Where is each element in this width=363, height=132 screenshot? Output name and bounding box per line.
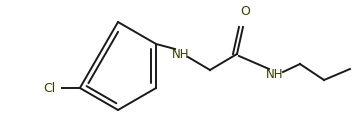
Text: NH: NH xyxy=(172,48,190,60)
Text: Cl: Cl xyxy=(44,81,56,95)
Text: NH: NH xyxy=(266,67,284,81)
Text: O: O xyxy=(240,5,250,18)
